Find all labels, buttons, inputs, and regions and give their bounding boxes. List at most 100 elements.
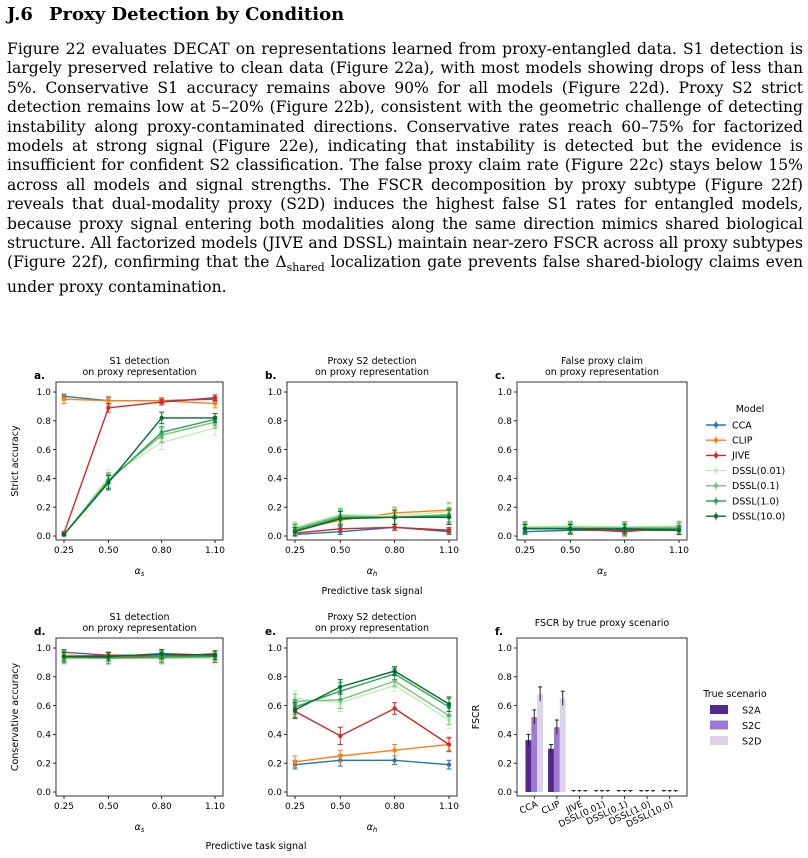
series-CLIP bbox=[61, 394, 218, 409]
y-tick-label: 1.0 bbox=[268, 644, 283, 654]
bar-S2A bbox=[548, 748, 554, 792]
x-tick-label: 0.25 bbox=[515, 546, 535, 556]
legend-label: S2D bbox=[742, 737, 761, 748]
plot-frame bbox=[286, 637, 458, 797]
data-point bbox=[446, 701, 452, 707]
legend-marker bbox=[713, 483, 719, 488]
bar-S2C bbox=[531, 717, 538, 792]
x-tick-label: 0.50 bbox=[98, 546, 118, 556]
series-JIVE bbox=[61, 650, 218, 662]
series-line bbox=[524, 525, 680, 529]
y-tick-label: 0.4 bbox=[37, 731, 52, 741]
x-axis-label: αs bbox=[597, 566, 607, 578]
series-line bbox=[294, 670, 450, 711]
section-title: Proxy Detection by Condition bbox=[49, 4, 345, 25]
panel-title: S1 detection bbox=[110, 356, 170, 367]
y-tick-label: 0.0 bbox=[37, 788, 52, 798]
series-line bbox=[294, 680, 450, 717]
x-tick-label: 0.50 bbox=[330, 546, 350, 556]
x-tick-label: 0.80 bbox=[152, 546, 172, 556]
panel-title: False proxy claim bbox=[561, 356, 643, 367]
legend-label: JIVE bbox=[731, 451, 750, 462]
y-tick-label: 0.6 bbox=[268, 702, 283, 712]
bar-S2C bbox=[553, 727, 560, 792]
data-point bbox=[159, 399, 164, 405]
panel-title: FSCR by true proxy scenario bbox=[535, 618, 670, 629]
panel-title: S1 detection bbox=[110, 612, 170, 623]
x-tick-label: 0.80 bbox=[152, 802, 172, 812]
row-label-bottom: Predictive task signal bbox=[206, 841, 307, 852]
panel-title: on proxy representation bbox=[315, 623, 429, 634]
bar-S2D bbox=[537, 694, 544, 792]
x-tick-label: 0.80 bbox=[385, 546, 405, 556]
series-DSSL(0.1) bbox=[61, 415, 218, 537]
data-point bbox=[338, 753, 343, 759]
y-tick-label: 0.0 bbox=[268, 788, 283, 798]
y-tick-label: 0.2 bbox=[498, 503, 512, 513]
series-JIVE bbox=[61, 394, 218, 536]
y-tick-label: 0.8 bbox=[498, 417, 513, 427]
x-tick-label: 1.10 bbox=[439, 546, 459, 556]
y-tick-label: 0.4 bbox=[37, 475, 52, 485]
bar-S2A bbox=[525, 740, 532, 792]
series-DSSL(0.01) bbox=[61, 420, 218, 537]
plot-frame bbox=[55, 381, 224, 541]
row-label-top: Predictive task signal bbox=[322, 586, 423, 597]
data-point bbox=[446, 762, 452, 767]
panel-title: on proxy representation bbox=[82, 623, 196, 634]
data-point bbox=[446, 742, 452, 747]
series-line bbox=[294, 510, 450, 529]
y-tick-label: 0.6 bbox=[498, 446, 513, 456]
panel-title: on proxy representation bbox=[315, 367, 429, 378]
y-tick-label: 1.0 bbox=[268, 388, 283, 398]
legend-title: Model bbox=[736, 404, 765, 415]
plot-frame bbox=[516, 381, 688, 541]
x-tick-label: 0.80 bbox=[615, 546, 635, 556]
series-DSSL(10.0) bbox=[292, 509, 452, 537]
legend-swatch bbox=[710, 705, 728, 714]
data-point bbox=[212, 653, 218, 658]
data-point bbox=[292, 707, 298, 713]
data-point bbox=[446, 515, 452, 520]
y-tick-label: 0.2 bbox=[37, 503, 51, 513]
legend-marker bbox=[713, 422, 719, 428]
legend-label: S2A bbox=[742, 706, 761, 717]
y-tick-label: 1.0 bbox=[37, 644, 52, 654]
data-point bbox=[392, 525, 397, 530]
series-line bbox=[63, 427, 216, 535]
series-line bbox=[525, 528, 680, 531]
data-point bbox=[106, 480, 111, 485]
data-point bbox=[212, 401, 218, 406]
y-tick-label: 0.2 bbox=[268, 759, 282, 769]
data-point bbox=[61, 654, 67, 659]
y-tick-label: 1.0 bbox=[37, 388, 52, 398]
data-point bbox=[106, 654, 111, 659]
series-line bbox=[63, 397, 216, 534]
y-tick-label: 0.0 bbox=[498, 532, 513, 542]
series-line bbox=[64, 655, 216, 659]
legend-marker bbox=[713, 514, 719, 519]
series-JIVE bbox=[292, 702, 452, 753]
legend-scenario: True scenario S2A S2C S2D bbox=[702, 689, 767, 748]
series-CLIP bbox=[522, 521, 682, 536]
y-tick-label: 0.8 bbox=[268, 673, 283, 683]
panel-f: FSCR by true proxy scenario f. 0.0 0.2 0.4 0.… bbox=[471, 618, 688, 830]
series-line bbox=[294, 516, 449, 533]
series-line bbox=[63, 398, 216, 405]
legend-marker bbox=[713, 453, 719, 458]
section-heading: J.6 Proxy Detection by Condition bbox=[7, 4, 344, 25]
data-point bbox=[392, 758, 397, 763]
y-tick-label: 0.6 bbox=[37, 702, 52, 712]
data-point bbox=[159, 415, 164, 421]
legend-label: DSSL(1.0) bbox=[732, 496, 779, 507]
panel-title: Proxy S2 detection bbox=[327, 356, 416, 367]
y-tick-label: 0.8 bbox=[498, 673, 513, 683]
data-point bbox=[61, 397, 67, 402]
series-line bbox=[294, 743, 450, 763]
plot-frame bbox=[55, 637, 224, 797]
legend-swatch bbox=[710, 720, 728, 730]
y-axis-label: FSCR bbox=[471, 704, 482, 729]
